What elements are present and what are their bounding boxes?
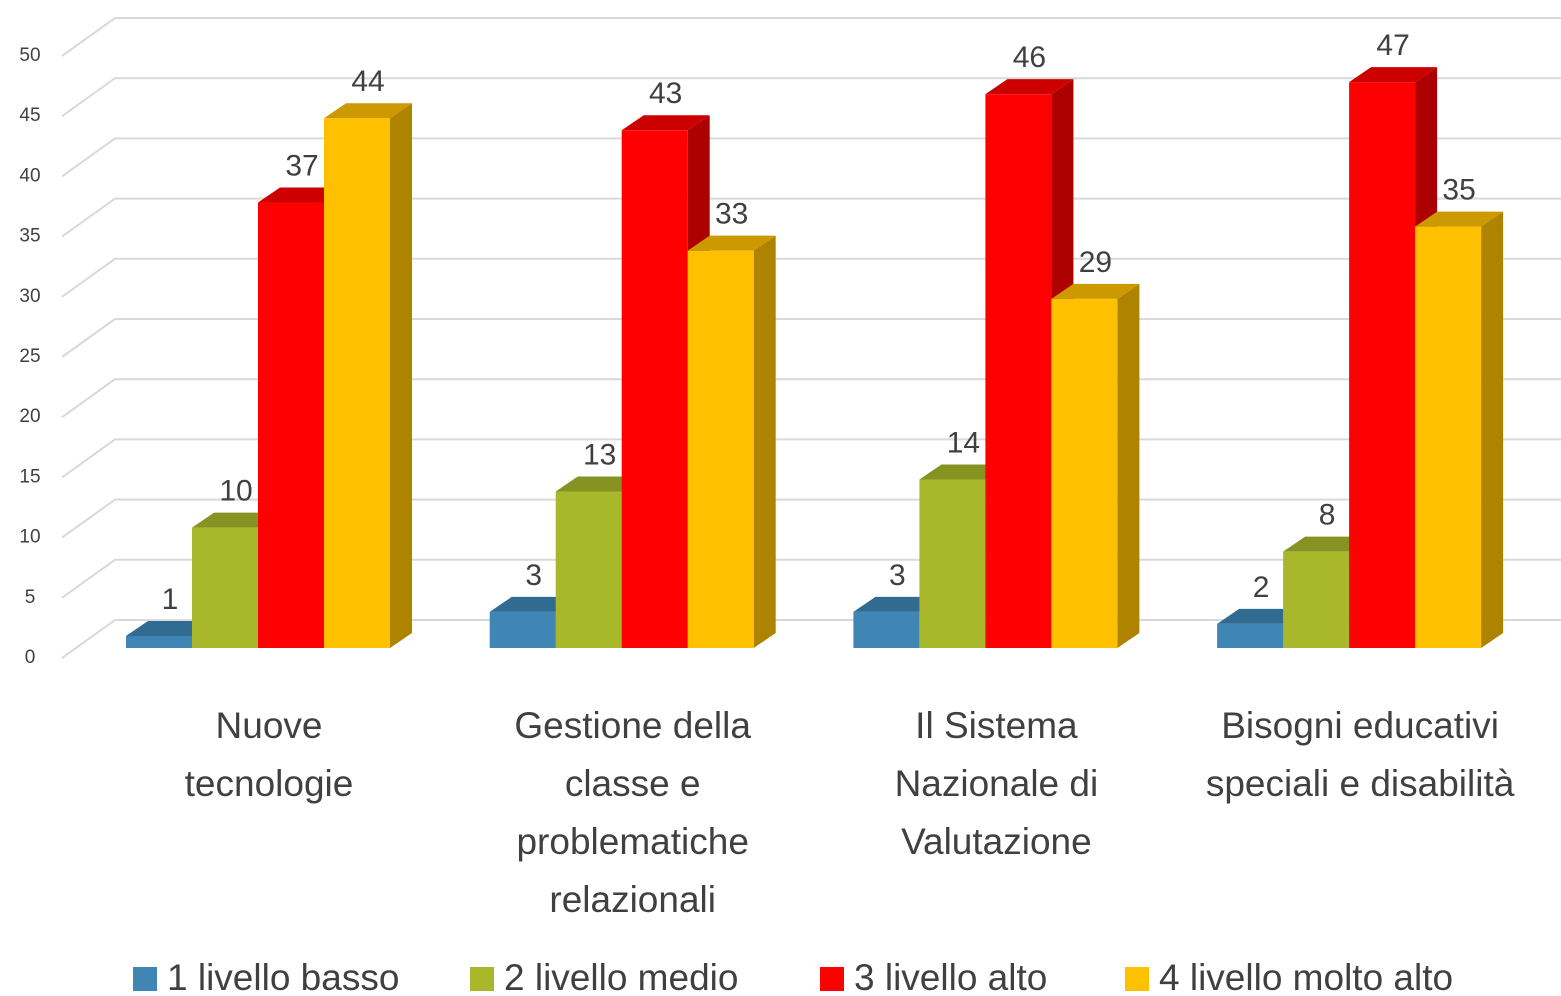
legend-label: 4 livello molto alto <box>1159 957 1453 996</box>
data-label: 43 <box>649 77 682 110</box>
x-tick-label: Gestione della classe e problematiche re… <box>514 705 751 920</box>
bar-top <box>687 235 776 251</box>
grid-line <box>61 197 1561 238</box>
bar-top <box>1051 283 1140 299</box>
data-label: 1 <box>162 583 179 616</box>
data-label: 29 <box>1079 246 1112 279</box>
y-tick-label: 50 <box>19 45 40 66</box>
legend-label: 2 livello medio <box>504 957 738 996</box>
x-tick-label: Bisogni educativi speciali e disabilità <box>1205 705 1515 804</box>
bar <box>324 118 390 649</box>
legend-swatch <box>133 967 157 991</box>
data-label: 46 <box>1013 41 1046 74</box>
legend-swatch <box>1125 967 1149 991</box>
x-tick-label: Nuove tecnologie <box>184 705 354 804</box>
bar-top <box>1415 211 1504 227</box>
bar <box>489 611 556 648</box>
legend-label: 3 livello alto <box>854 957 1047 996</box>
y-tick-label: 35 <box>19 226 40 247</box>
data-label: 2 <box>1253 571 1270 604</box>
data-label: 33 <box>715 198 748 231</box>
bar <box>1415 226 1482 648</box>
y-tick-label: 5 <box>25 587 36 608</box>
data-label: 8 <box>1319 499 1336 532</box>
bar <box>126 635 192 648</box>
bar <box>258 202 324 648</box>
grid-line <box>61 77 1561 118</box>
legend-swatch <box>470 967 494 991</box>
legend-swatch <box>820 967 844 991</box>
grid-line <box>61 137 1561 178</box>
bar <box>1051 298 1118 648</box>
bar <box>853 611 920 648</box>
bar <box>919 479 986 648</box>
bar <box>555 491 622 648</box>
bar-top <box>621 115 710 131</box>
data-label: 10 <box>219 475 252 508</box>
bar-top <box>324 103 412 119</box>
y-tick-label: 15 <box>19 466 40 487</box>
bar-side <box>1481 211 1504 648</box>
legend-label: 1 livello basso <box>167 957 399 996</box>
bar <box>1283 551 1350 648</box>
data-label: 37 <box>285 149 318 182</box>
y-tick-label: 45 <box>19 105 40 126</box>
y-tick-label: 0 <box>25 647 36 668</box>
y-tick-label: 20 <box>19 406 40 427</box>
bar <box>687 250 754 648</box>
grid-line <box>61 257 1561 298</box>
bar-side <box>753 235 776 648</box>
grid-line <box>61 17 1561 57</box>
bar <box>621 130 688 648</box>
bar-top <box>1349 67 1438 83</box>
bar <box>1217 623 1284 648</box>
data-label: 14 <box>947 426 980 459</box>
y-tick-label: 25 <box>19 346 40 367</box>
bar-side <box>390 103 412 649</box>
data-label: 3 <box>525 559 542 592</box>
bar <box>1349 82 1416 649</box>
bar-side <box>1117 283 1140 648</box>
data-label: 35 <box>1442 174 1475 207</box>
bar <box>192 527 258 648</box>
x-tick-label: Il Sistema Nazionale di Valutazione <box>894 705 1099 862</box>
data-label: 3 <box>889 559 906 592</box>
bar-top <box>985 79 1074 95</box>
bar <box>985 94 1052 648</box>
y-tick-label: 40 <box>19 165 40 186</box>
data-label: 47 <box>1376 29 1409 62</box>
y-tick-label: 10 <box>19 527 40 548</box>
y-tick-label: 30 <box>19 286 40 307</box>
data-label: 44 <box>351 65 384 98</box>
data-label: 13 <box>583 438 616 471</box>
